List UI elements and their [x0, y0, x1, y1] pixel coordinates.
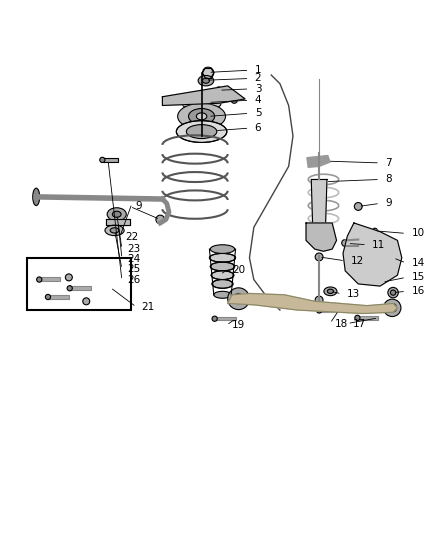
Circle shape	[37, 277, 42, 282]
Text: 20: 20	[232, 265, 245, 275]
Text: 23: 23	[127, 244, 141, 254]
Circle shape	[315, 296, 323, 304]
Circle shape	[156, 215, 165, 224]
Text: 16: 16	[411, 286, 424, 296]
Polygon shape	[106, 219, 130, 225]
Circle shape	[83, 298, 90, 305]
Bar	[39, 277, 60, 281]
Circle shape	[384, 299, 401, 317]
Circle shape	[315, 253, 323, 261]
Ellipse shape	[188, 109, 215, 124]
Polygon shape	[311, 180, 327, 223]
Text: 18: 18	[335, 319, 349, 328]
Circle shape	[228, 288, 250, 310]
Ellipse shape	[192, 98, 211, 108]
Circle shape	[67, 286, 72, 291]
Text: 10: 10	[411, 229, 424, 238]
Ellipse shape	[210, 262, 235, 271]
Text: 8: 8	[385, 174, 392, 184]
Ellipse shape	[210, 245, 235, 254]
Circle shape	[342, 239, 349, 246]
Circle shape	[354, 203, 362, 211]
Text: 19: 19	[232, 320, 245, 330]
Polygon shape	[162, 86, 245, 106]
Ellipse shape	[211, 271, 234, 279]
Circle shape	[231, 97, 237, 103]
Text: 6: 6	[254, 123, 261, 133]
Circle shape	[368, 246, 384, 261]
Circle shape	[360, 238, 391, 269]
Ellipse shape	[186, 125, 217, 139]
Text: 9: 9	[135, 201, 141, 212]
Ellipse shape	[202, 78, 209, 83]
Circle shape	[202, 67, 214, 78]
Text: 25: 25	[127, 264, 141, 274]
Bar	[215, 317, 236, 320]
Circle shape	[317, 308, 322, 313]
Bar	[379, 265, 383, 282]
Circle shape	[355, 315, 360, 320]
Text: 24: 24	[127, 254, 141, 264]
Ellipse shape	[209, 254, 236, 262]
Polygon shape	[307, 156, 330, 167]
Text: 22: 22	[125, 232, 138, 242]
Circle shape	[388, 303, 396, 312]
Ellipse shape	[177, 120, 227, 142]
Ellipse shape	[214, 292, 231, 298]
Bar	[69, 286, 91, 290]
Text: 2: 2	[254, 74, 261, 84]
Circle shape	[233, 294, 244, 304]
Circle shape	[372, 228, 378, 233]
Ellipse shape	[196, 113, 207, 120]
Bar	[357, 316, 378, 320]
Text: 13: 13	[347, 289, 360, 299]
Text: 1: 1	[254, 65, 261, 75]
Text: 12: 12	[350, 256, 364, 266]
Ellipse shape	[33, 188, 40, 206]
Bar	[47, 295, 69, 298]
Bar	[319, 308, 339, 312]
Ellipse shape	[178, 103, 226, 130]
Bar	[102, 158, 118, 162]
Circle shape	[65, 274, 72, 281]
Ellipse shape	[182, 94, 221, 111]
Circle shape	[168, 95, 175, 102]
Circle shape	[216, 87, 222, 93]
Text: 14: 14	[411, 258, 424, 268]
Circle shape	[100, 157, 105, 163]
Ellipse shape	[107, 208, 126, 221]
Text: 7: 7	[385, 158, 392, 168]
Bar	[362, 229, 375, 232]
Ellipse shape	[198, 76, 214, 86]
Ellipse shape	[110, 228, 119, 233]
Circle shape	[391, 290, 396, 295]
Ellipse shape	[324, 287, 337, 296]
Polygon shape	[228, 294, 397, 313]
Text: 4: 4	[254, 95, 261, 105]
Ellipse shape	[105, 225, 124, 236]
Text: 15: 15	[411, 272, 424, 282]
Circle shape	[46, 294, 50, 300]
Polygon shape	[343, 223, 402, 286]
Polygon shape	[306, 223, 336, 251]
Ellipse shape	[113, 211, 121, 217]
Bar	[27, 258, 131, 310]
Ellipse shape	[327, 289, 333, 294]
Circle shape	[212, 316, 217, 321]
Text: 17: 17	[353, 319, 366, 328]
Text: 21: 21	[141, 302, 155, 312]
Text: 9: 9	[386, 198, 392, 208]
Text: 3: 3	[254, 84, 261, 94]
Text: 11: 11	[372, 240, 385, 250]
Text: 5: 5	[254, 108, 261, 118]
Ellipse shape	[212, 279, 233, 288]
Text: 26: 26	[127, 276, 141, 286]
Circle shape	[388, 287, 398, 298]
